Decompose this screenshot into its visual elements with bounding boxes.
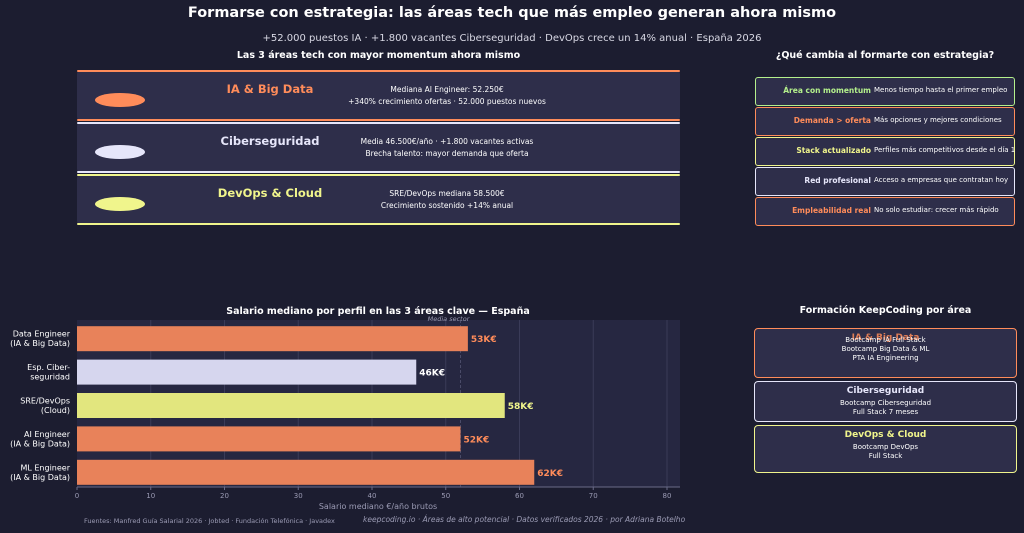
area-accent-top [77,122,680,124]
area-dot-icon [95,145,145,159]
area-description: Mediana AI Engineer: 52.250€ +340% crecim… [347,84,547,108]
change-label: Demanda > oferta [793,116,871,125]
change-item: Empleabilidad real No solo estudiar: crec… [755,197,1015,226]
change-text: Perfiles más competitivos desde el día 1 [874,146,1016,154]
training-card: Ciberseguridad Bootcamp Ciberseguridad Ful… [754,381,1017,422]
category-label: ML Engineer [20,463,70,472]
bar-value-label: 58K€ [508,402,534,412]
x-tick-label: 70 [589,492,598,500]
area-accent-bottom [77,223,680,225]
bar-value-label: 52K€ [464,435,490,445]
area-desc-line: Mediana AI Engineer: 52.250€ [390,85,504,94]
area-desc-line: +340% crecimiento ofertas · 52.000 puest… [348,97,546,106]
footer-credits: keepcoding.io · Áreas de alto potencial … [363,515,686,524]
area-accent-bottom [77,171,680,173]
area-accent-bottom [77,119,680,121]
category-label: (IA & Big Data) [10,473,70,482]
area-name: IA & Big Data [226,82,314,96]
bar [77,393,505,418]
x-tick-label: 40 [368,492,377,500]
category-label: (Cloud) [41,406,70,415]
training-card: DevOps & Cloud Bootcamp DevOps Full Stack [754,425,1017,473]
training-course: PTA IA Engineering [852,354,919,362]
change-label: Stack actualizado [796,146,871,155]
area-desc-line: Media 46.500€/año · +1.800 vacantes acti… [360,137,534,146]
bar [77,426,461,452]
bar [77,326,468,352]
bar-value-label: 62K€ [537,469,563,479]
area-accent-top [77,70,680,72]
x-tick-label: 10 [146,492,155,500]
training-course: Bootcamp Big Data & ML [841,345,930,353]
category-label: AI Engineer [24,430,71,439]
area-description: SRE/DevOps mediana 58.500€ Crecimiento so… [347,188,547,212]
x-tick-label: 0 [75,492,79,500]
sources-note: Fuentes: Manfred Guía Salarial 2026 · Jo… [84,517,335,525]
chart-title: Salario mediano por perfil en las 3 área… [226,306,530,317]
area-desc-line: SRE/DevOps mediana 58.500€ [389,189,505,198]
training-area-name: IA & Big Data [851,333,920,343]
area-description: Media 46.500€/año · +1.800 vacantes acti… [347,136,547,160]
area-card: DevOps & Cloud SRE/DevOps mediana 58.500€… [77,174,680,225]
salary-chart: Salario mediano por perfil en las 3 área… [10,306,680,511]
bar [77,459,535,485]
x-tick-label: 80 [663,492,672,500]
category-label: Data Engineer [13,330,71,339]
category-label: SRE/DevOps [20,397,70,406]
area-dot-icon [95,93,145,107]
change-item: Demanda > oferta Más opciones y mejores c… [755,107,1015,136]
x-tick-label: 30 [294,492,303,500]
area-dot-icon [95,197,145,211]
change-text: Menos tiempo hasta el primer empleo [874,86,1008,94]
areas-section-title: Las 3 áreas tech con mayor momentum ahor… [236,50,521,61]
category-label: (IA & Big Data) [10,439,70,448]
change-item: Red profesional Acceso a empresas que con… [755,167,1015,196]
x-tick-label: 60 [515,492,524,500]
areas-panel: IA & Big Data Mediana AI Engineer: 52.250… [77,70,680,233]
training-course: Full Stack 7 meses [852,408,919,416]
subtitle: +52.000 puestos IA · +1.800 vacantes Cib… [262,33,762,44]
area-name: Ciberseguridad [220,134,320,148]
area-name: DevOps & Cloud [217,186,323,200]
x-tick-label: 50 [441,492,450,500]
x-axis-label: Salario mediano €/año brutos [319,502,437,511]
training-course: Bootcamp IA Full Stack [845,336,926,344]
training-course: Full Stack [868,452,903,460]
x-tick-label: 20 [220,492,229,500]
change-text: Más opciones y mejores condiciones [874,116,1002,124]
change-label: Red profesional [804,176,871,185]
bar-value-label: 46K€ [419,369,445,379]
change-text: Acceso a empresas que contratan hoy [874,176,1009,184]
change-item: Stack actualizado Perfiles más competitiv… [755,137,1015,166]
main-title: Formarse con estrategia: las áreas tech … [187,5,837,21]
area-card: IA & Big Data Mediana AI Engineer: 52.250… [77,70,680,121]
area-accent-top [77,174,680,176]
category-label: (IA & Big Data) [10,339,70,348]
training-section-title: Formación KeepCoding por área [799,305,972,316]
training-area-name: Ciberseguridad [846,386,925,396]
area-desc-line: Crecimiento sostenido +14% anual [380,201,514,210]
training-course: Bootcamp DevOps [852,443,919,451]
change-item: Área con momentum Menos tiempo hasta el p… [755,77,1015,106]
category-label: Esp. Ciber- [27,363,70,372]
change-label: Área con momentum [783,86,871,95]
bar-value-label: 53K€ [471,335,497,345]
bar [77,359,417,385]
changes-section-title: ¿Qué cambia al formarte con estrategia? [775,50,995,61]
training-card: IA & Big Data Bootcamp IA Full Stack Bootc… [754,328,1017,378]
reference-label: Media sector [428,315,471,323]
change-text: No solo estudiar: crecer más rápido [874,206,999,214]
training-course: Bootcamp Ciberseguridad [839,399,932,407]
training-area-name: DevOps & Cloud [844,430,927,440]
change-label: Empleabilidad real [792,206,871,215]
area-desc-line: Brecha talento: mayor demanda que oferta [365,149,529,158]
area-card: Ciberseguridad Media 46.500€/año · +1.800… [77,122,680,173]
category-label: seguridad [30,373,70,382]
